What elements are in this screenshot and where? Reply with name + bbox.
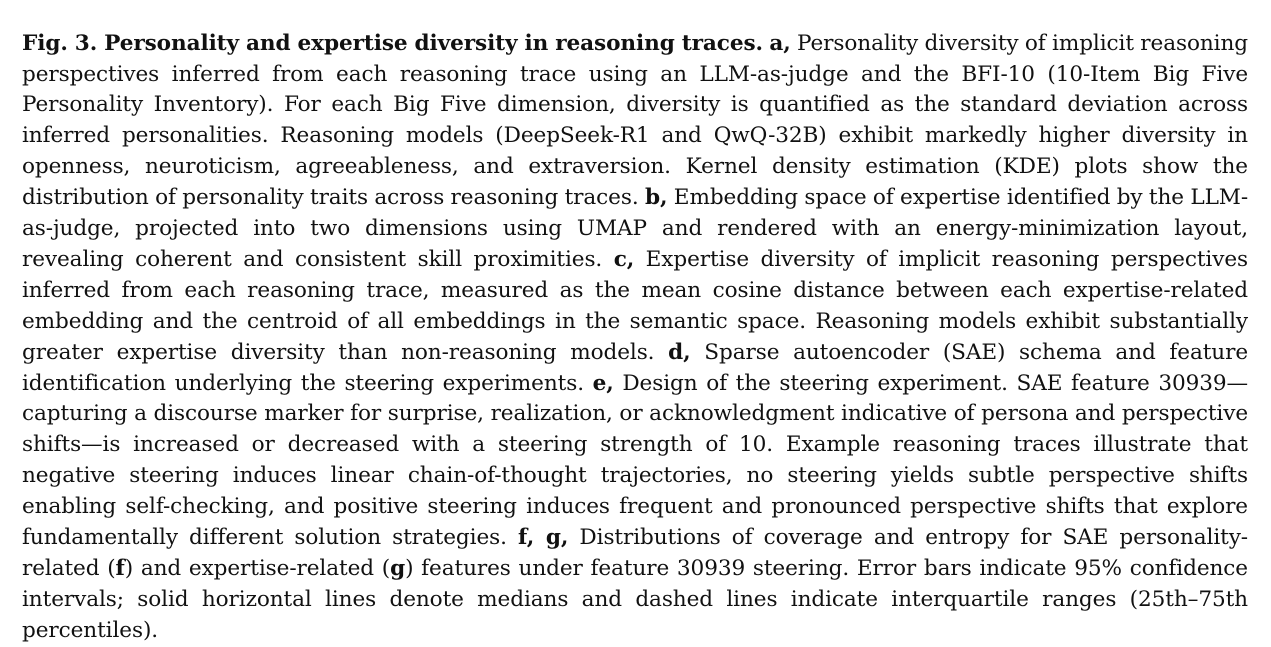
panel-label-fg: f, g,	[518, 525, 569, 551]
panel-label-c: c,	[613, 246, 635, 272]
panel-text-d: Sparse autoencoder (SAE) schema and feat…	[22, 339, 1249, 396]
panel-label-d: d,	[668, 339, 691, 365]
panel-text-fg-start: Distributions of coverage and entropy fo…	[22, 525, 1248, 581]
panel-label-b: b,	[644, 185, 668, 211]
figure-title: Fig. 3. Personality and expertise divers…	[22, 30, 763, 56]
figure-caption: Fig. 3. Personality and expertise divers…	[22, 29, 1248, 647]
panel-label-e: e,	[592, 370, 614, 396]
panel-text-c: Expertise diversity of implicit reasonin…	[22, 246, 1248, 365]
panel-text-b: Embedding space of expertise identified …	[22, 185, 1249, 272]
panel-text-a: Personality diversity of implicit reason…	[22, 30, 1248, 211]
panel-text-e: Design of the steering experiment. SAE f…	[22, 370, 1249, 551]
panel-ref-g: g	[390, 556, 406, 581]
panel-label-a: a,	[769, 30, 791, 56]
panel-ref-f: f	[115, 556, 125, 581]
panel-text-fg-mid: ) and expertise-related (	[124, 556, 391, 581]
